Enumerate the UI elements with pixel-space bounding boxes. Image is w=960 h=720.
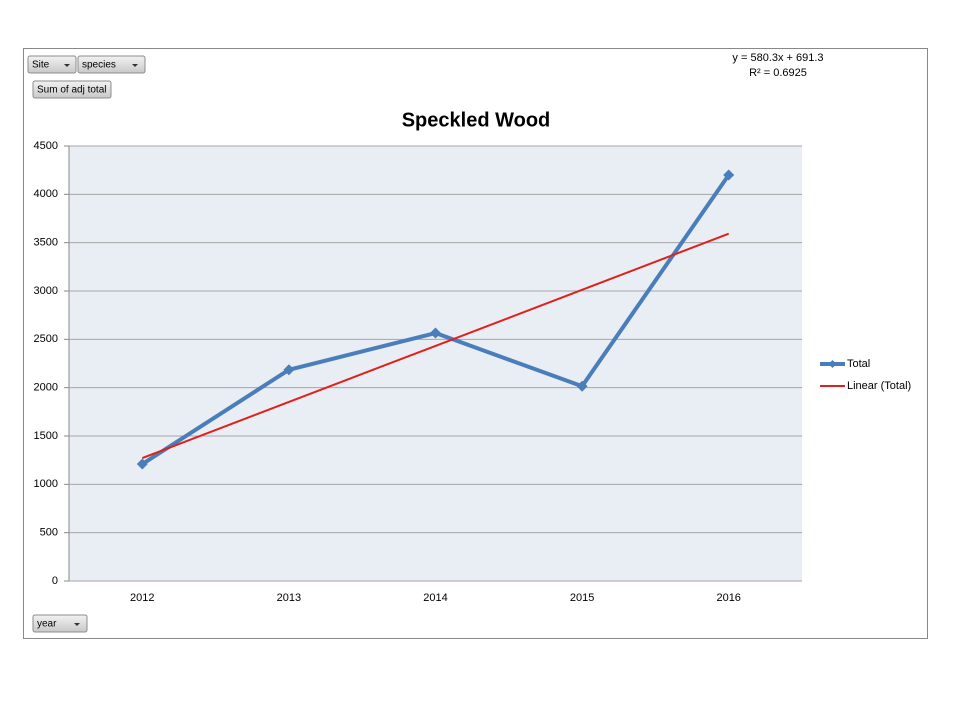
chart-title: Speckled Wood [402,109,551,131]
dropdown-arrow [64,64,70,67]
site-button[interactable]: Site [27,55,77,74]
x-tick-label: 2014 [423,592,447,604]
x-tick-label: 2013 [277,592,301,604]
data-marker [430,327,441,339]
y-tick-label: 3500 [34,237,58,249]
data-marker [576,380,588,392]
y-tick-label: 1500 [34,430,58,442]
series-line [141,232,730,460]
x-tick-label: 2012 [130,592,154,604]
button-label: species [82,60,116,71]
button-label: Site [32,60,50,71]
button-label: year [37,619,57,630]
y-tick-label: 2500 [34,333,58,345]
plot-area [69,146,802,581]
legend-marker [828,360,837,368]
data-marker [723,169,735,181]
y-tick-label: 500 [40,527,58,539]
y-tick-label: 3000 [34,285,58,297]
trend-equation: y = 580.3x + 691.3 [732,52,823,64]
legend-label: Total [847,358,870,370]
year-button[interactable]: year [32,614,88,633]
y-tick-label: 1000 [34,478,58,490]
data-marker [283,364,295,376]
dropdown-arrow [132,64,138,67]
x-tick-label: 2016 [716,592,740,604]
button-label: Sum of adj total [37,85,106,96]
species-button[interactable]: species [77,55,146,74]
trend-r-squared: R² = 0.6925 [749,67,807,79]
y-tick-label: 4000 [34,188,58,200]
y-tick-label: 4500 [34,140,58,152]
x-tick-label: 2015 [570,592,594,604]
legend-label: Linear (Total) [847,380,911,392]
data-marker [136,458,148,470]
y-tick-label: 2000 [34,382,58,394]
dropdown-arrow [74,623,80,626]
value-button[interactable]: Sum of adj total [32,80,112,99]
y-tick-label: 0 [52,575,58,587]
